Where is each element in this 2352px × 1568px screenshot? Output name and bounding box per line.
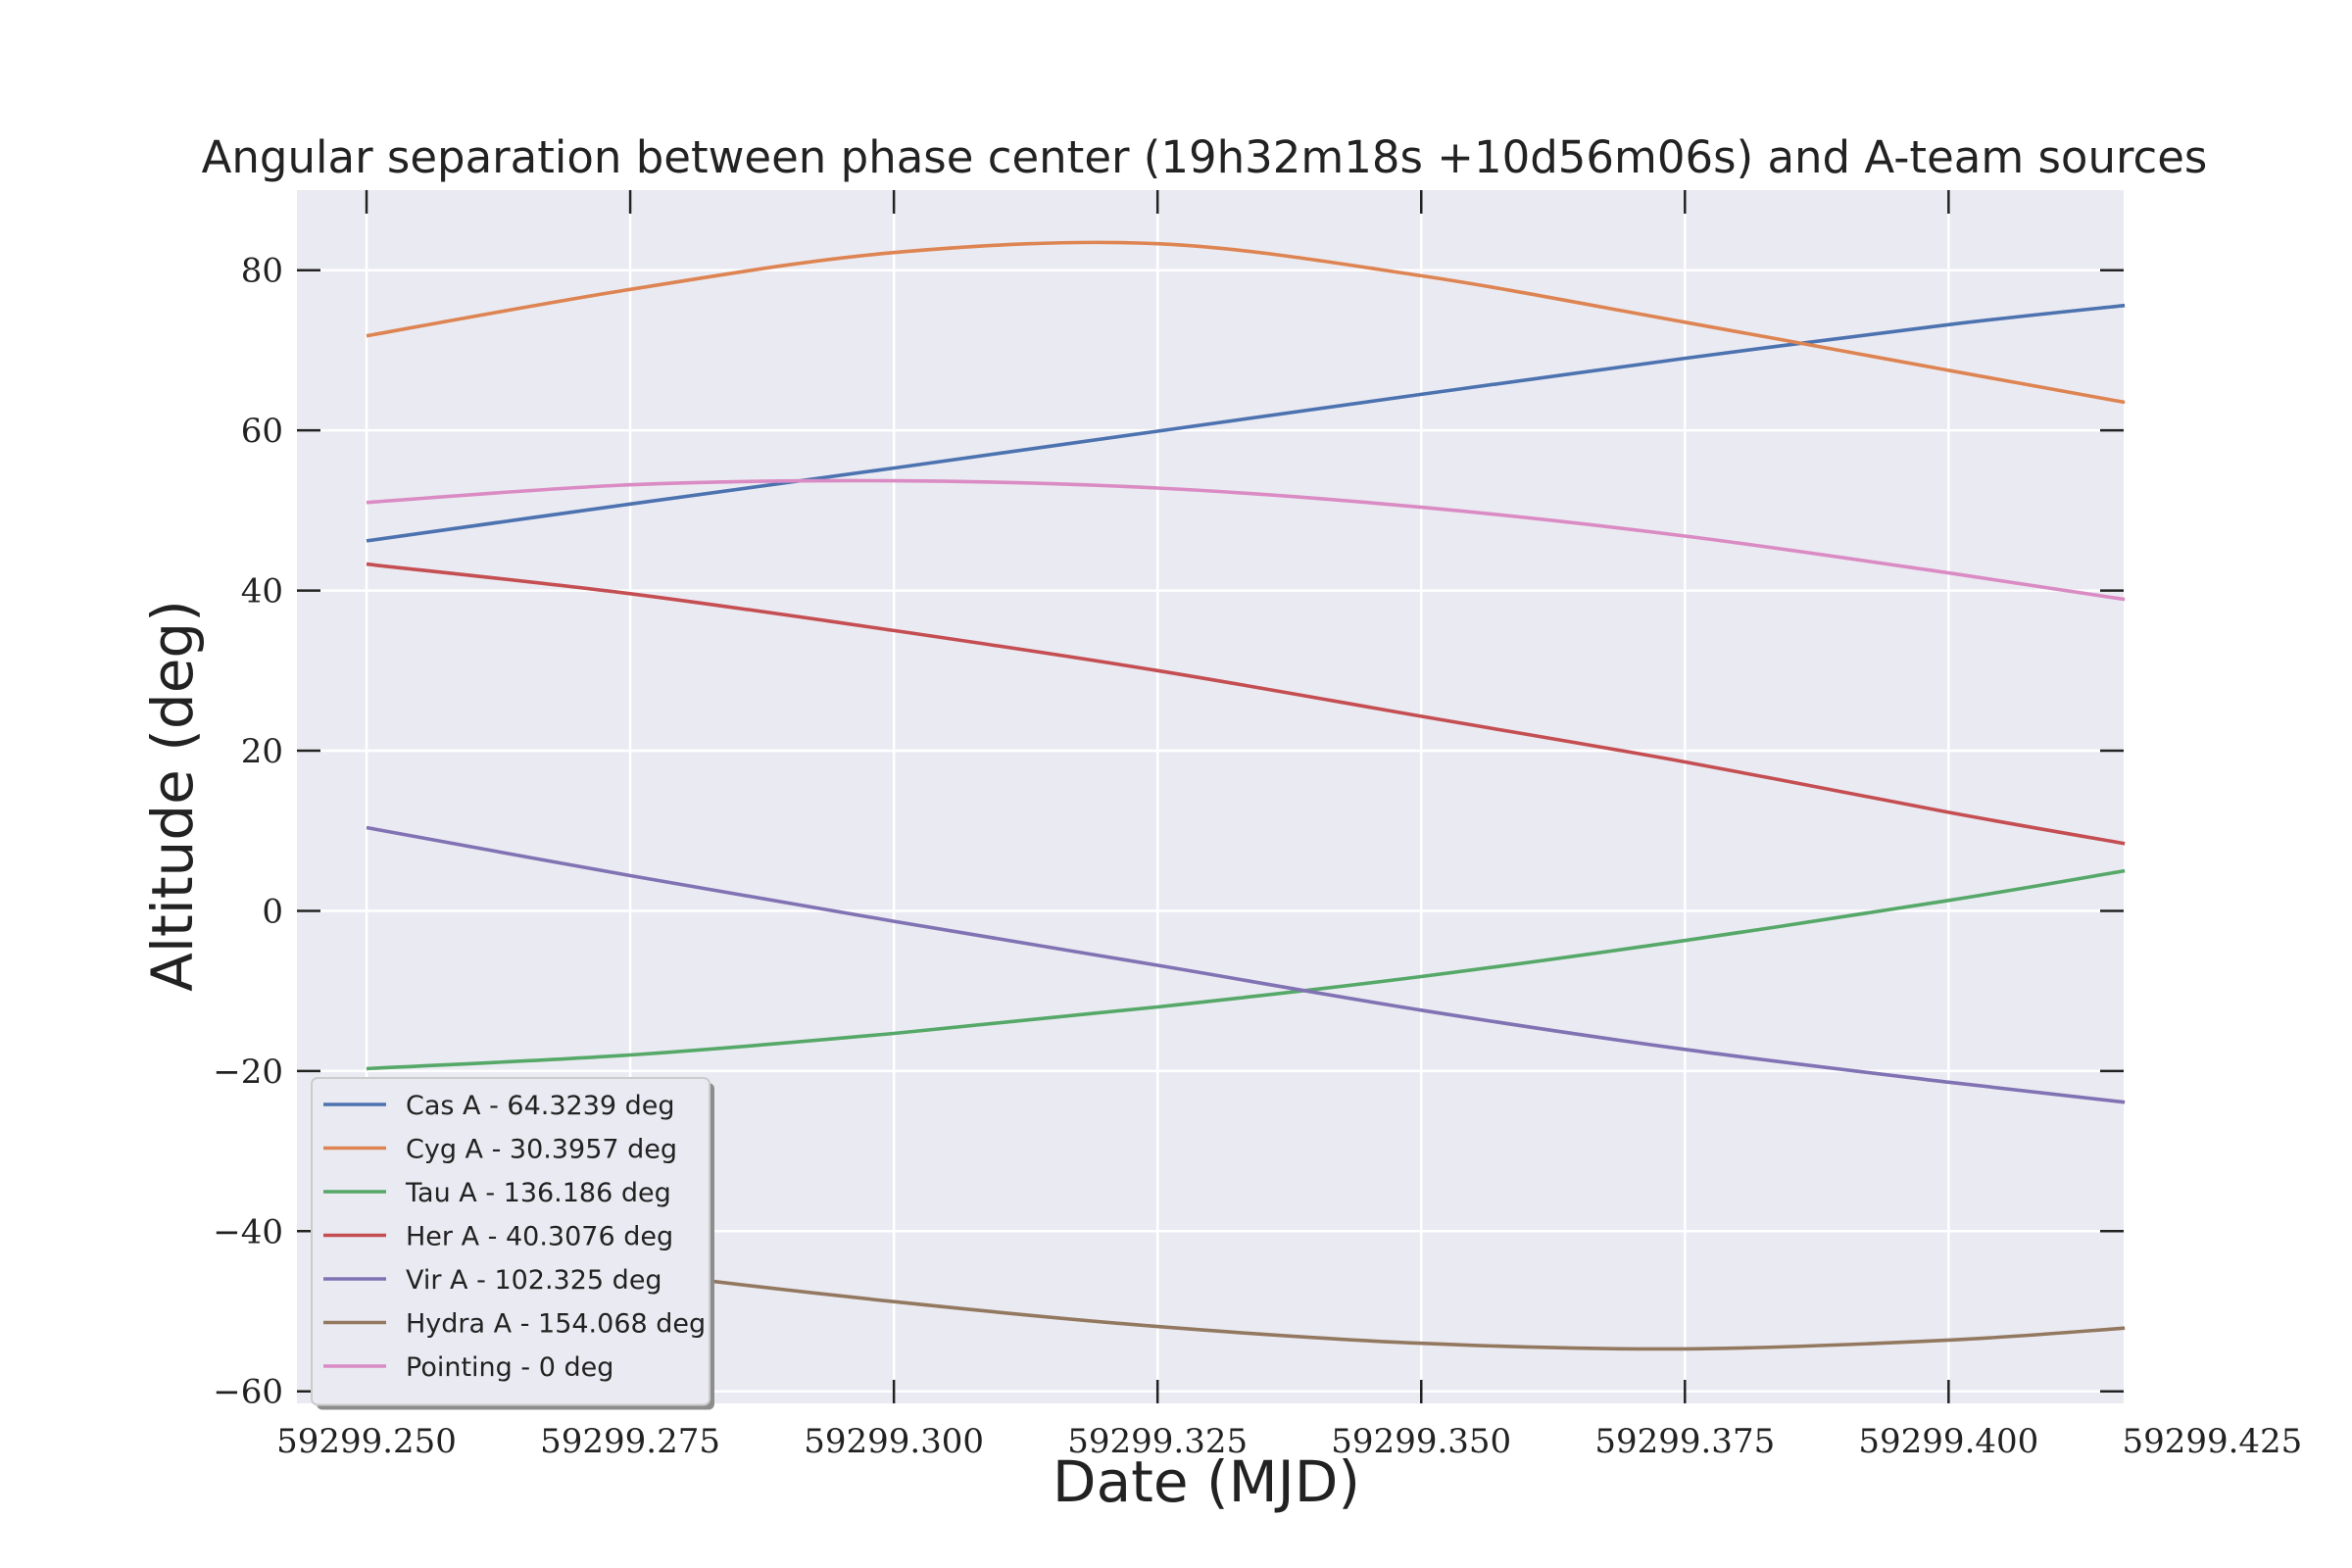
x-tick-label: 59299.375	[1594, 1422, 1775, 1461]
chart-title: Angular separation between phase center …	[202, 131, 2208, 183]
x-tick-label: 59299.250	[276, 1422, 457, 1461]
y-tick-label: 80	[241, 252, 283, 291]
legend-label: Cas A - 64.3239 deg	[406, 1091, 675, 1121]
series-line-her-a	[366, 562, 2126, 846]
y-tick-label: 20	[241, 732, 283, 771]
y-tick-label: −60	[213, 1373, 283, 1412]
x-tick-label: 59299.325	[1067, 1422, 1248, 1461]
legend-label: Vir A - 102.325 deg	[406, 1265, 662, 1296]
legend-label: Cyg A - 30.3957 deg	[406, 1135, 677, 1165]
legend-label: Hydra A - 154.068 deg	[406, 1309, 706, 1340]
x-tick-label: 59299.350	[1331, 1422, 1511, 1461]
y-tick-label: 0	[262, 892, 283, 931]
y-tick-label: −20	[213, 1053, 283, 1092]
series-line-pointing	[366, 478, 2126, 602]
x-tick-labels: 59299.250 59299.275 59299.300 59299.325 5929…	[276, 1422, 2302, 1461]
series-lines	[366, 240, 2126, 1351]
y-tick-label: 60	[241, 412, 283, 451]
legend-box	[311, 1077, 710, 1406]
x-tick-label: 59299.275	[540, 1422, 720, 1461]
legend-label: Pointing - 0 deg	[406, 1352, 613, 1383]
x-tick-label: 59299.300	[804, 1422, 984, 1461]
legend: Cas A - 64.3239 deg Cyg A - 30.3957 deg Ta…	[311, 1077, 714, 1410]
series-line-tau-a	[366, 868, 2126, 1071]
tick-marks	[297, 190, 2124, 1403]
x-tick-label: 59299.400	[1858, 1422, 2038, 1461]
y-tick-label: 40	[241, 572, 283, 612]
y-axis-label: Altitude (deg)	[139, 600, 206, 992]
legend-label: Tau A - 136.186 deg	[405, 1178, 671, 1208]
x-tick-label: 59299.425	[2122, 1422, 2302, 1461]
series-line-cas-a	[366, 303, 2126, 543]
y-tick-label: −40	[213, 1212, 283, 1251]
x-axis-label: Date (MJD)	[1053, 1448, 1360, 1515]
series-line-vir-a	[366, 825, 2126, 1104]
series-line-cyg-a	[366, 240, 2126, 405]
legend-label: Her A - 40.3076 deg	[406, 1222, 673, 1252]
y-tick-labels: −60 −40 −20 0 20 40 60 80	[213, 252, 283, 1412]
